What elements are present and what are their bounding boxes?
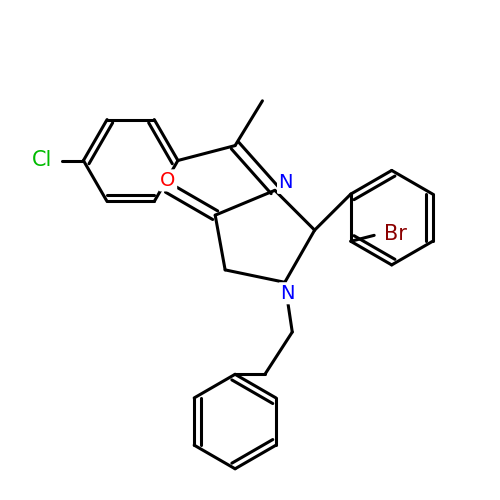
Text: Br: Br bbox=[384, 224, 407, 244]
Text: N: N bbox=[278, 174, 293, 193]
Text: O: O bbox=[160, 171, 176, 190]
Text: Cl: Cl bbox=[32, 150, 52, 171]
Text: N: N bbox=[280, 284, 294, 303]
